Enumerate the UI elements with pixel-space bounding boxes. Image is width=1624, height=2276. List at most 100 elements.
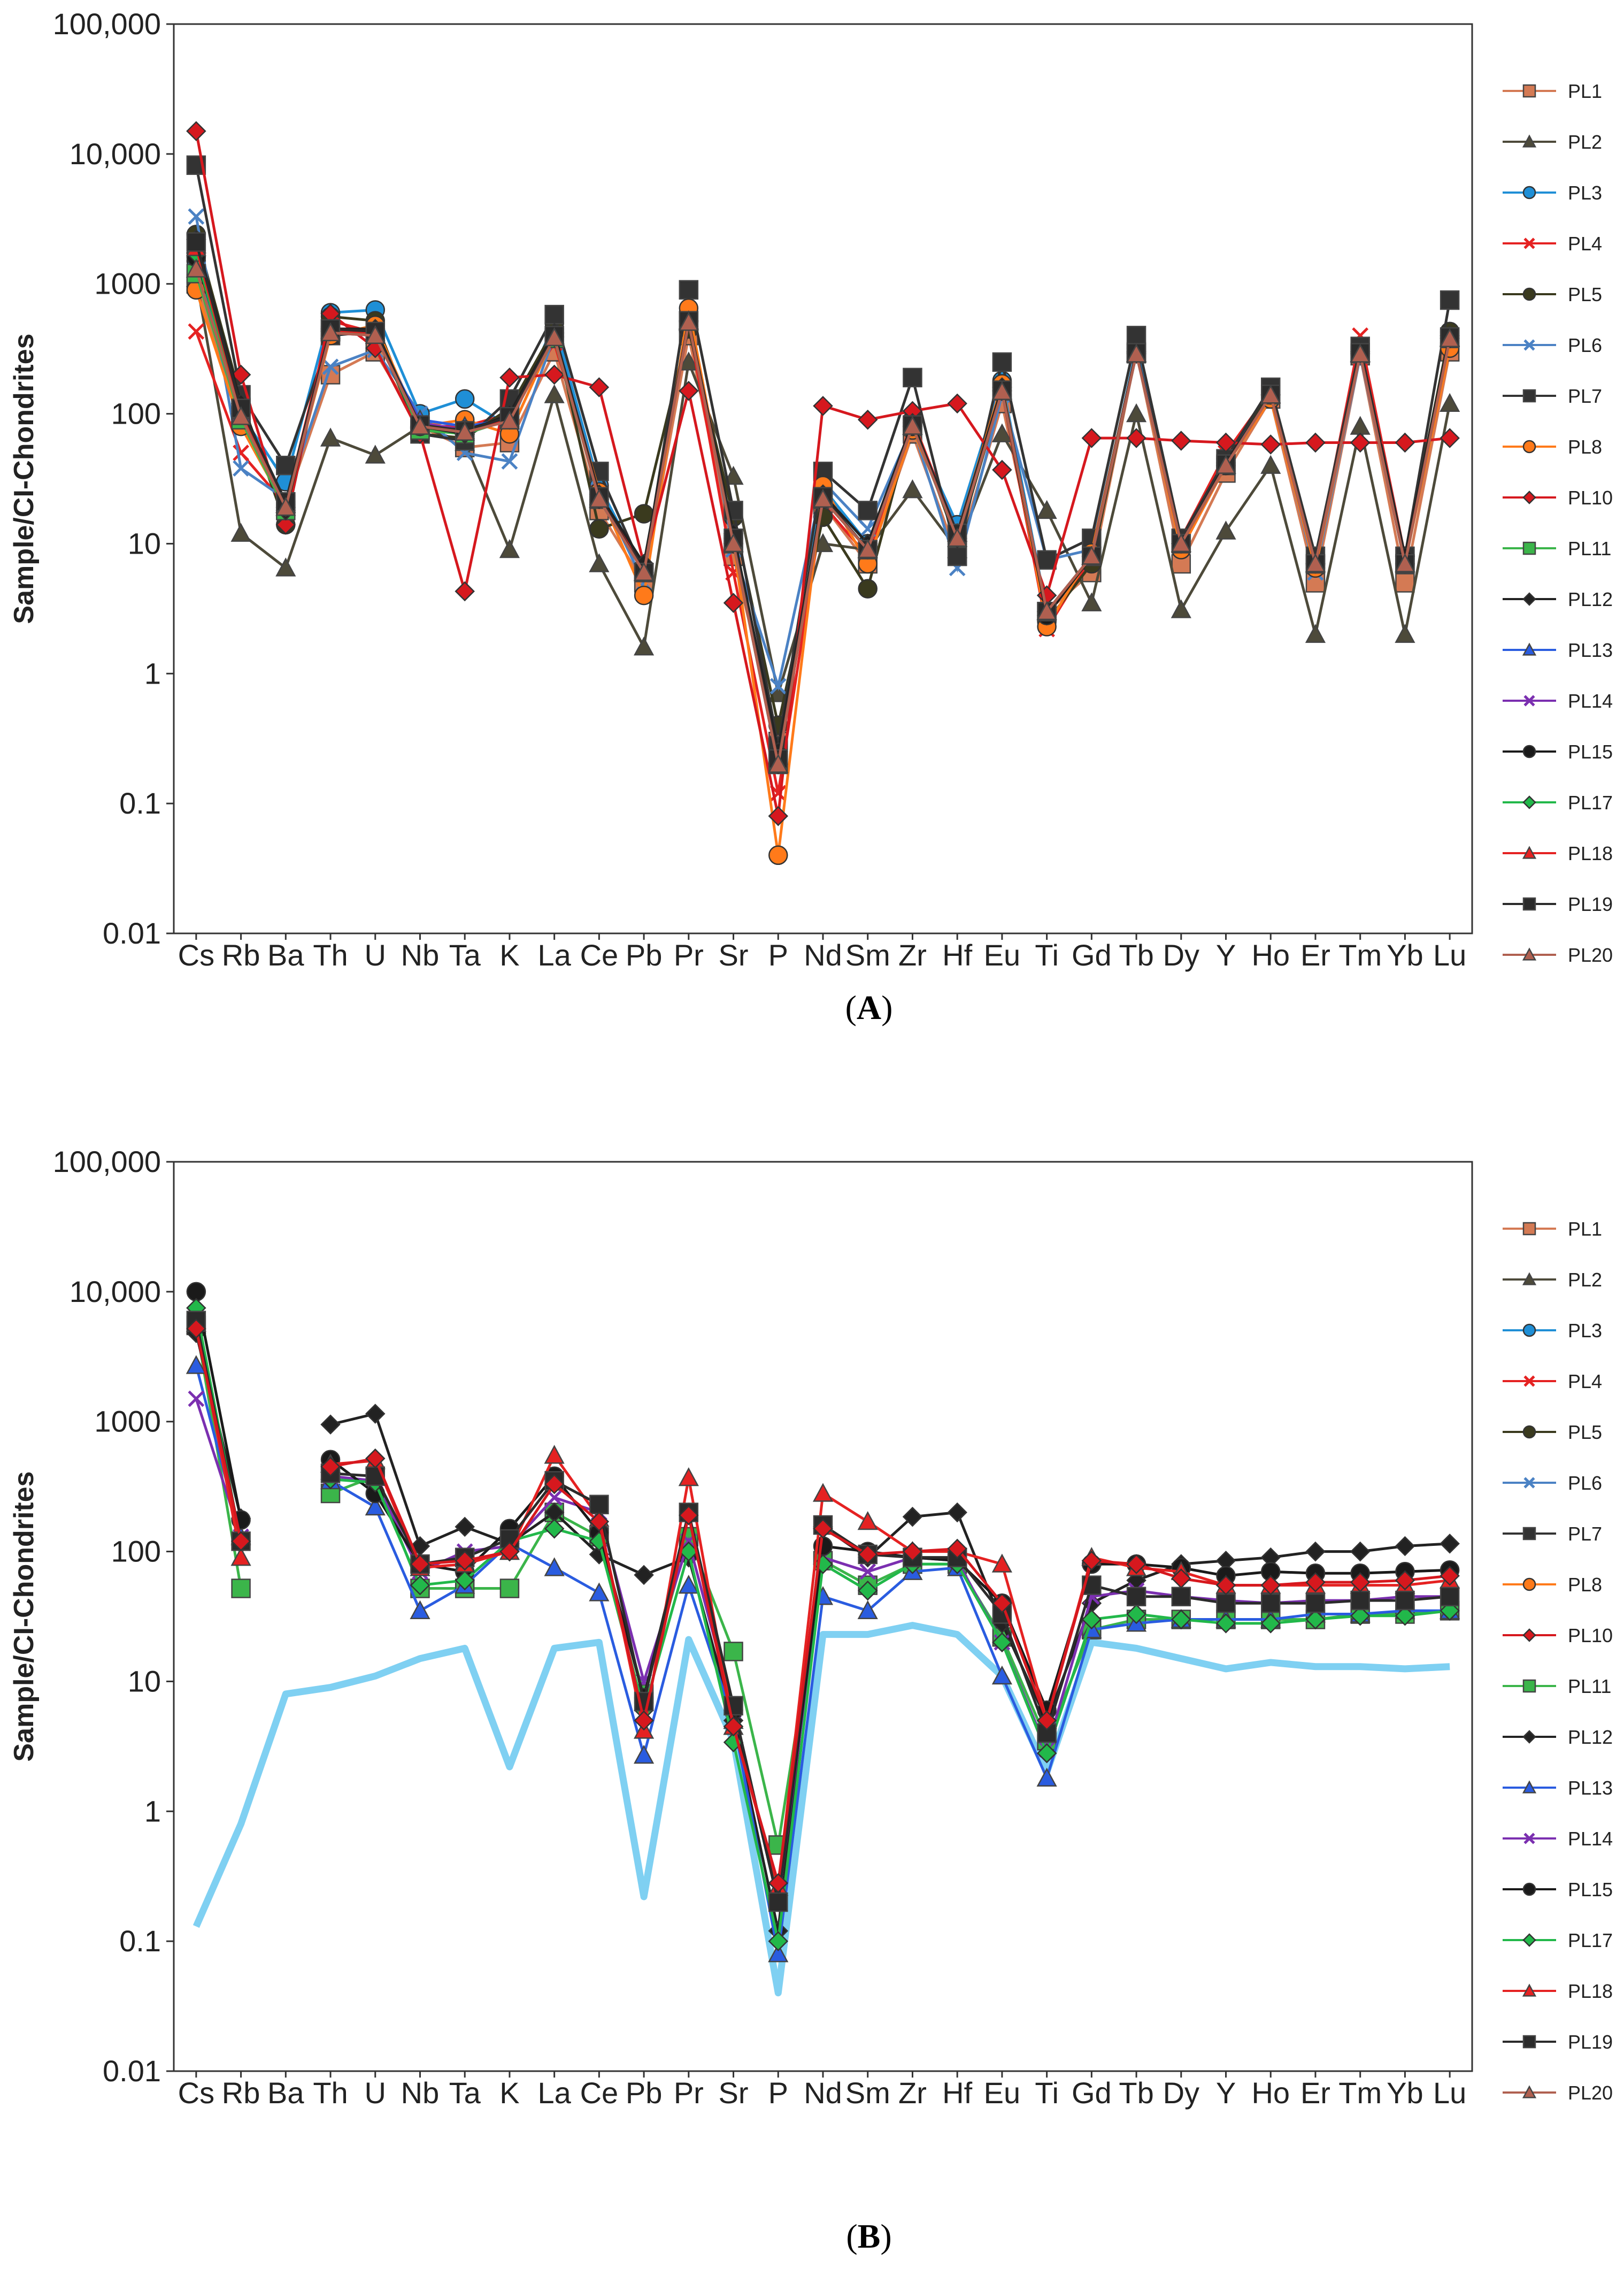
data-point: [1171, 1568, 1191, 1589]
caption-close-paren: ): [880, 2217, 891, 2255]
x-tick-label: Tm: [1338, 2076, 1382, 2110]
legend-marker: [1522, 592, 1536, 606]
legend-label: PL8: [1568, 436, 1602, 458]
data-point: [1395, 1570, 1415, 1591]
legend: PL1 PL2 PL3 PL4 PL5 PL6 PL7 PL8 PL10 PL11 PL12 PL13…: [1497, 8, 1618, 966]
x-tick-label: Ho: [1251, 2076, 1290, 2110]
legend-marker: [1523, 1375, 1535, 1387]
data-point: [365, 1404, 386, 1424]
y-tick-label: 100,000: [53, 7, 161, 41]
y-axis-label: Sample/CI-Chondrites: [9, 333, 40, 624]
data-point: [455, 1550, 475, 1571]
data-point: [544, 304, 564, 325]
data-point: [455, 422, 475, 441]
data-point: [410, 1600, 430, 1619]
x-tick-label: Pr: [674, 2076, 704, 2110]
y-tick-label: 100: [111, 397, 161, 431]
data-point: [186, 121, 206, 141]
data-point: [1126, 1554, 1146, 1574]
data-point: [812, 1483, 834, 1502]
legend-item: PL14: [1503, 1828, 1613, 1850]
x-tick-label: Ba: [267, 938, 304, 972]
x-tick-label: Sr: [719, 938, 749, 972]
data-point: [947, 527, 968, 547]
y-tick-label: 10: [128, 1664, 161, 1698]
legend-item: PL2: [1503, 131, 1602, 153]
data-point: [992, 1632, 1012, 1653]
data-point: [1081, 1550, 1102, 1571]
data-point: [410, 1575, 430, 1596]
data-point: [1260, 1593, 1281, 1613]
legend-label: PL14: [1568, 1828, 1613, 1850]
legend-item: PL6: [1503, 334, 1602, 356]
data-point: [499, 1541, 520, 1562]
data-point: [902, 1541, 923, 1562]
data-point: [903, 367, 922, 388]
legend-label: PL13: [1568, 1777, 1613, 1799]
legend-item: PL13: [1503, 1777, 1613, 1799]
data-point: [1215, 1613, 1236, 1634]
x-tick-label: Er: [1300, 2076, 1330, 2110]
x-tick-label: U: [365, 938, 386, 972]
legend-marker: [1522, 1628, 1536, 1642]
data-point: [186, 258, 206, 278]
data-point: [231, 1578, 251, 1598]
x-tick-label: P: [768, 938, 788, 972]
data-point: [1171, 431, 1191, 451]
data-point: [902, 1506, 923, 1527]
data-point: [1350, 1572, 1371, 1592]
data-point: [768, 1873, 789, 1894]
x-tick-label: Pb: [626, 938, 663, 972]
x-tick-label: Hf: [942, 938, 972, 972]
legend-label: PL18: [1568, 1980, 1613, 2002]
data-point: [634, 1565, 654, 1585]
legend-marker: [1522, 389, 1536, 403]
data-point: [724, 1642, 743, 1661]
legend-marker: [1522, 1425, 1536, 1439]
x-tick-label: Ti: [1035, 938, 1059, 972]
data-point: [769, 678, 787, 695]
series-pl20: [186, 258, 1460, 773]
data-point: [1395, 1605, 1415, 1626]
data-point: [678, 351, 699, 371]
data-point: [544, 1519, 565, 1539]
x-tick-label: Pb: [626, 2076, 663, 2110]
data-point: [499, 1578, 520, 1598]
data-point: [1440, 428, 1460, 448]
legend-label: PL6: [1568, 334, 1602, 356]
data-point: [634, 585, 654, 606]
data-point: [992, 1593, 1012, 1613]
x-tick-label: Yb: [1387, 2076, 1423, 2110]
data-point: [1305, 432, 1326, 453]
legend-label: PL13: [1568, 639, 1613, 661]
x-tick-label: Ta: [449, 938, 481, 972]
data-point: [1216, 1593, 1236, 1613]
legend-item: PL19: [1503, 2031, 1613, 2053]
y-tick-label: 1000: [94, 267, 161, 301]
data-point: [1171, 1609, 1191, 1630]
legend-marker: [1522, 1730, 1536, 1744]
legend-item: PL19: [1503, 893, 1613, 915]
caption-letter: B: [858, 2217, 881, 2255]
data-point: [1260, 434, 1281, 455]
data-point: [857, 1600, 878, 1619]
data-point: [365, 325, 386, 344]
legend-label: PL1: [1568, 80, 1602, 102]
data-point: [1081, 1609, 1102, 1630]
data-point: [947, 546, 967, 566]
x-tick-label: Y: [1216, 938, 1236, 972]
x-tick-label: Yb: [1387, 938, 1423, 972]
data-point: [1036, 1743, 1057, 1764]
data-point: [947, 1502, 967, 1523]
legend-item: PL2: [1503, 1269, 1602, 1291]
data-point: [410, 1554, 430, 1574]
data-point: [1350, 1590, 1370, 1611]
legend-item: PL18: [1503, 842, 1613, 864]
legend-marker: [1522, 84, 1536, 98]
data-point: [1037, 550, 1057, 570]
x-tick-label: P: [768, 2076, 788, 2110]
x-tick-label: Nd: [804, 2076, 842, 2110]
data-point: [544, 1474, 565, 1495]
data-point: [1126, 1587, 1146, 1607]
chart-b: 0.01 0.1 1 10 100 1000 10,000 100,000 Sample/CI-…: [9, 1145, 1618, 2255]
